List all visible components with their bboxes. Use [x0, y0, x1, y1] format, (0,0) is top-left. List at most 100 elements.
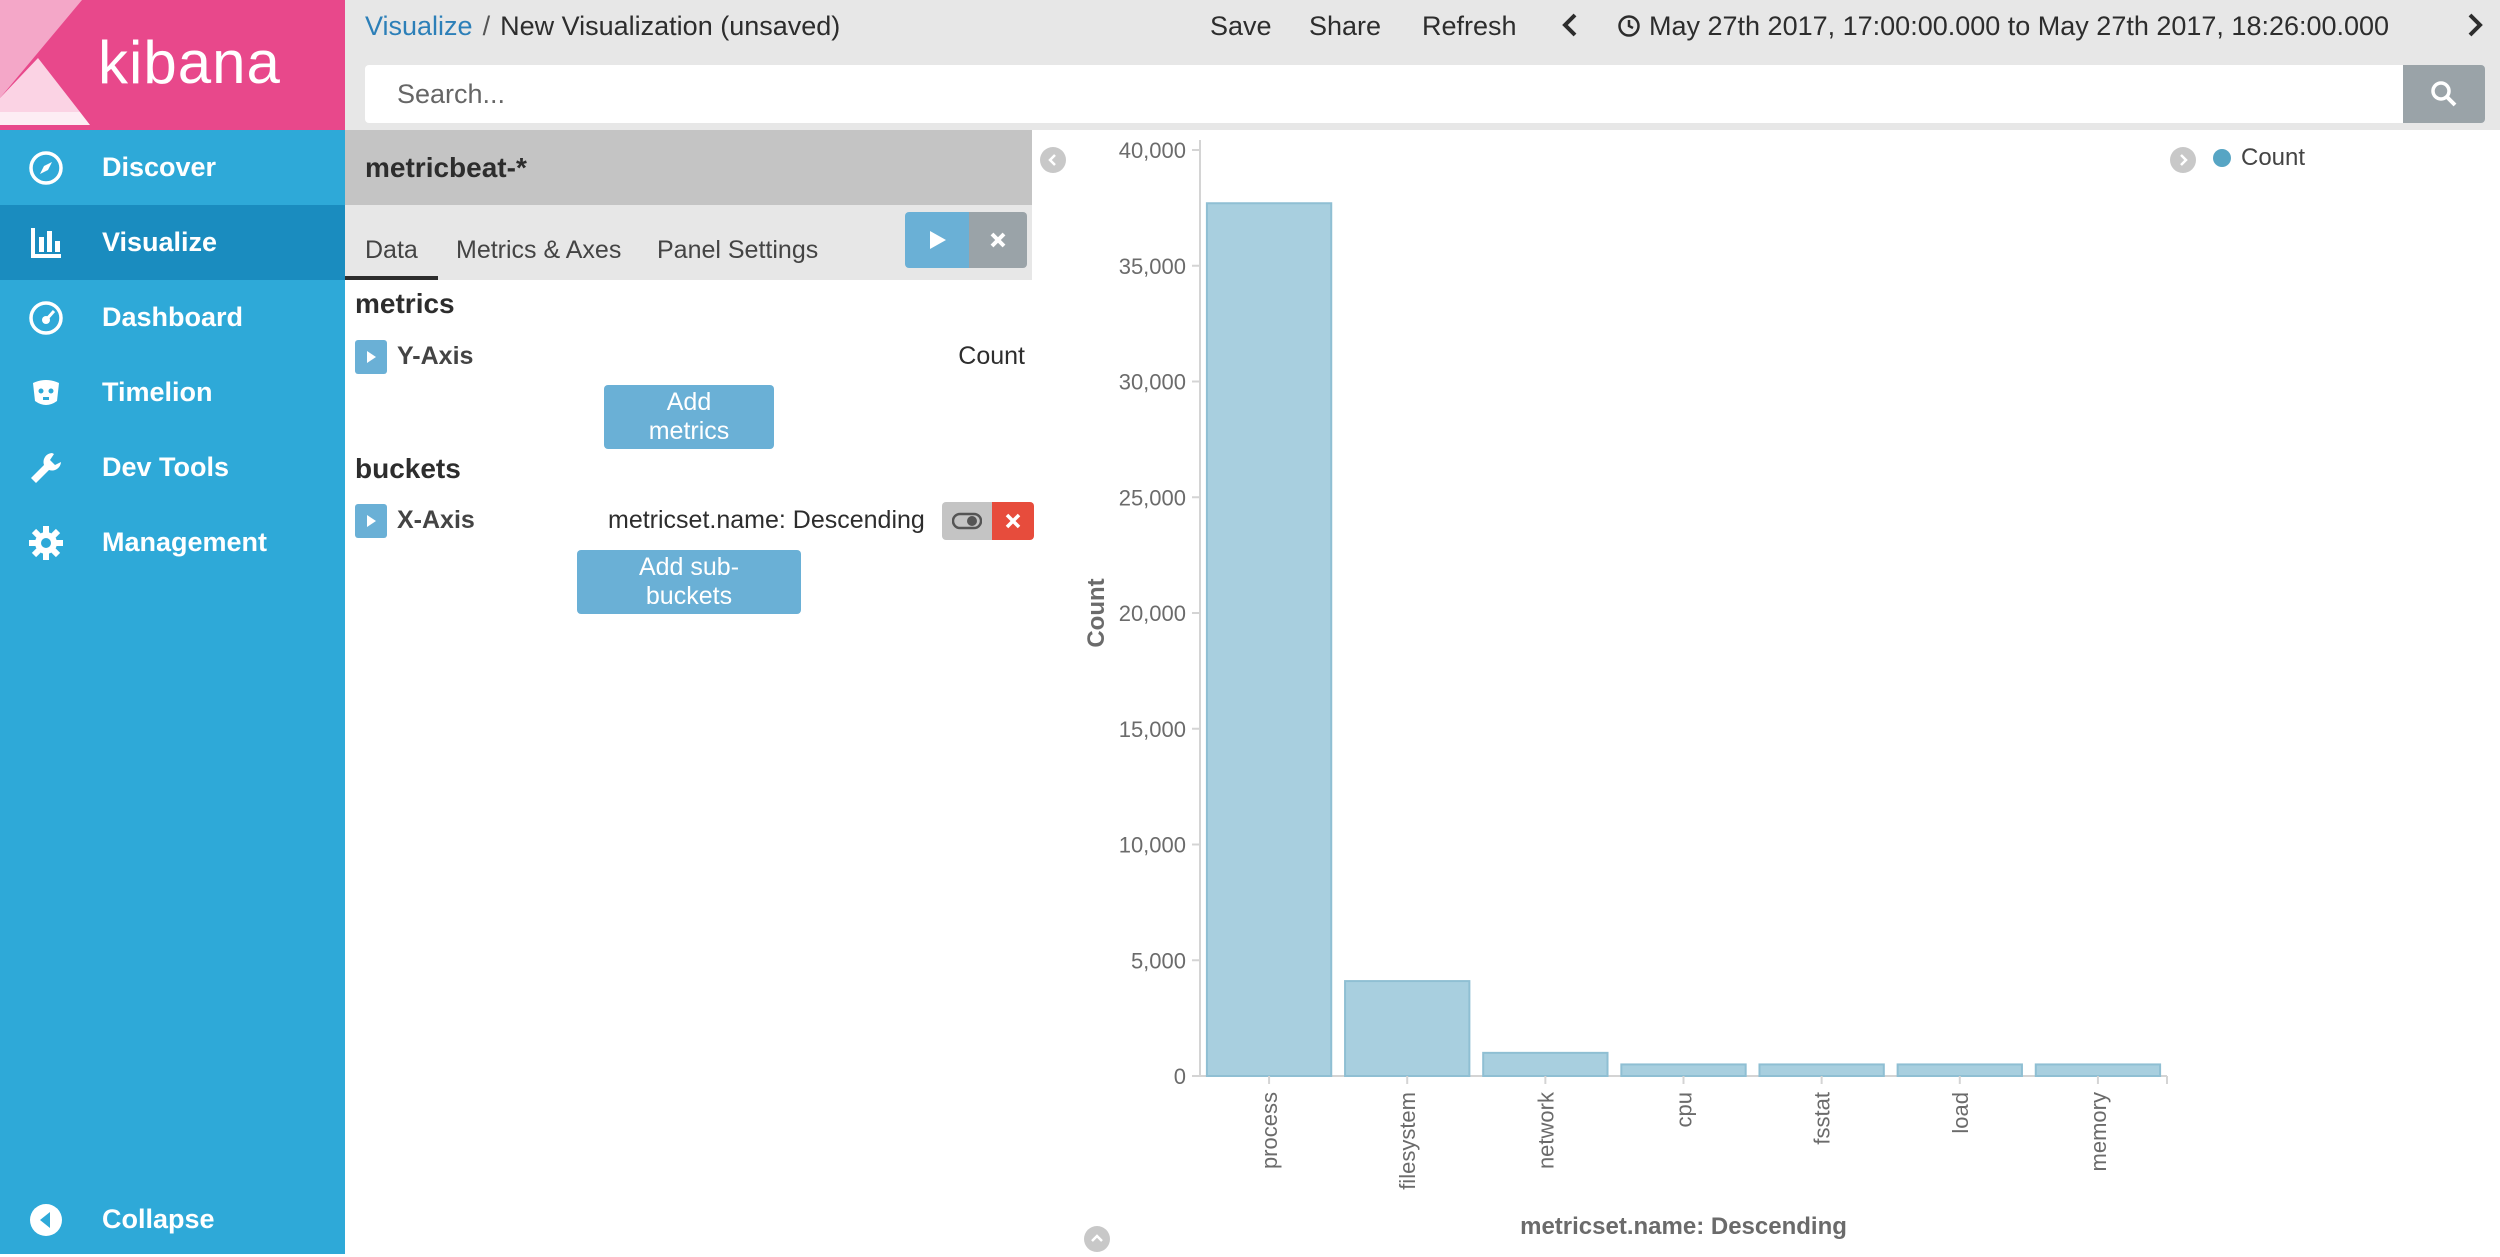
chevron-left-icon: [1562, 13, 1577, 37]
bucket-enable-toggle[interactable]: [942, 502, 992, 540]
wrench-icon: [26, 448, 66, 488]
sidebar-item-label: Visualize: [102, 227, 218, 257]
metrics-section-title: metrics: [355, 288, 455, 319]
chevron-left-icon: [1048, 154, 1056, 166]
time-forward-button[interactable]: [2465, 10, 2485, 49]
time-back-button[interactable]: [1560, 10, 1580, 49]
discard-changes-button[interactable]: [969, 212, 1027, 268]
time-picker[interactable]: May 27th 2017, 17:00:00.000 to May 27th …: [1617, 8, 2389, 44]
logo-text: kibana: [98, 29, 281, 96]
gear-icon: [26, 523, 66, 563]
breadcrumb-visualize-link[interactable]: Visualize: [365, 11, 473, 41]
sidebar-item-management[interactable]: Management: [0, 505, 345, 580]
sidebar-item-label: Timelion: [102, 377, 213, 407]
add-sub-buckets-button[interactable]: Add sub-buckets: [577, 550, 801, 614]
clock-icon: [1618, 15, 1640, 37]
metric-expand-toggle[interactable]: [355, 340, 387, 374]
y-tick-label: 20,000: [1119, 601, 1186, 626]
buckets-section-title: buckets: [355, 453, 461, 484]
bucket-name: X-Axis: [397, 506, 475, 534]
metric-y-axis-row: Y-Axis Count: [355, 338, 1025, 374]
sidebar-item-dashboard[interactable]: Dashboard: [0, 280, 345, 355]
bar-load[interactable]: [1896, 1063, 2023, 1077]
bar-filesystem[interactable]: [1344, 980, 1471, 1078]
bar-memory[interactable]: [2034, 1063, 2162, 1077]
breadcrumb: Visualize / New Visualization (unsaved): [365, 8, 840, 44]
breadcrumb-current: New Visualization (unsaved): [500, 11, 841, 41]
bar-fsstat[interactable]: [1758, 1063, 1885, 1077]
time-range-label: May 27th 2017, 17:00:00.000 to May 27th …: [1649, 11, 2390, 41]
bucket-remove-button[interactable]: [992, 502, 1034, 540]
y-tick-label: 25,000: [1119, 485, 1186, 510]
y-tick-label: 5,000: [1131, 948, 1186, 973]
x-axis-title: metricset.name: Descending: [1520, 1213, 1847, 1240]
y-tick-label: 35,000: [1119, 254, 1186, 279]
sidebar-item-label: Management: [102, 527, 268, 557]
x-tick-label: load: [1948, 1092, 1973, 1134]
tab-panel-settings[interactable]: Panel Settings: [657, 236, 819, 264]
metric-name: Y-Axis: [397, 342, 474, 370]
apply-changes-button[interactable]: [905, 212, 969, 268]
index-pattern-title: metricbeat-*: [345, 130, 1032, 205]
collapse-editor-button[interactable]: [1040, 147, 1066, 173]
timelion-icon: [26, 373, 66, 413]
bar-network[interactable]: [1482, 1051, 1609, 1077]
bar-chart: 0 5,000 10,000 15,000 20,000 25,000 30,000 35,0…: [1083, 138, 2168, 1240]
sidebar-nav: Discover Visualize Dashboard Timelion De…: [0, 130, 345, 580]
x-tick-label: filesystem: [1395, 1092, 1420, 1190]
x-tick-label: process: [1257, 1092, 1282, 1169]
share-button[interactable]: Share: [1309, 11, 1382, 41]
x-tick-label: cpu: [1672, 1092, 1697, 1127]
y-tick-label: 10,000: [1119, 833, 1186, 858]
legend-color-dot: [2213, 149, 2231, 167]
search-bar: [365, 65, 2485, 123]
collapse-button[interactable]: Collapse: [0, 1182, 345, 1257]
dashboard-icon: [26, 298, 66, 338]
tab-metrics-axes[interactable]: Metrics & Axes: [456, 236, 622, 264]
close-icon: [990, 232, 1006, 248]
y-axis-title: Count: [1083, 578, 1110, 647]
bar-process[interactable]: [1205, 202, 1333, 1078]
sidebar-item-discover[interactable]: Discover: [0, 130, 345, 205]
compass-icon: [26, 148, 66, 188]
caret-right-icon: [367, 351, 376, 363]
toggle-icon: [952, 512, 982, 530]
metric-description: Count: [958, 342, 1025, 370]
editor-panel: metricbeat-* Data Metrics & Axes Panel S…: [345, 130, 1034, 1254]
bucket-description: metricset.name: Descending: [608, 506, 925, 534]
chart-legend[interactable]: Count: [2175, 144, 2305, 172]
x-tick-label: network: [1533, 1091, 1558, 1169]
sidebar-item-dev-tools[interactable]: Dev Tools: [0, 430, 345, 505]
y-tick-label: 0: [1174, 1064, 1186, 1089]
close-icon: [1005, 513, 1021, 529]
bar-cpu[interactable]: [1620, 1063, 1747, 1077]
y-tick-label: 30,000: [1119, 370, 1186, 395]
tab-data[interactable]: Data: [345, 205, 438, 280]
save-button[interactable]: Save: [1210, 11, 1272, 41]
kibana-logo[interactable]: kibana: [0, 0, 345, 130]
sidebar-item-visualize[interactable]: Visualize: [0, 205, 345, 280]
bar-chart-icon: [26, 223, 66, 263]
x-tick-label: fsstat: [1810, 1092, 1835, 1145]
y-tick-label: 15,000: [1119, 717, 1186, 742]
bucket-expand-toggle[interactable]: [355, 504, 387, 538]
sidebar-item-timelion[interactable]: Timelion: [0, 355, 345, 430]
play-icon: [930, 231, 946, 249]
search-icon: [2431, 81, 2457, 107]
toggle-legend-button[interactable]: [2170, 147, 2196, 173]
refresh-button[interactable]: Refresh: [1422, 11, 1517, 41]
search-input[interactable]: [365, 65, 2403, 123]
sidebar-item-label: Dashboard: [102, 302, 244, 332]
chevron-right-icon: [2180, 154, 2188, 166]
y-tick-label: 40,000: [1119, 138, 1186, 163]
sidebar-item-label: Discover: [102, 152, 217, 182]
bucket-x-axis-row: X-Axis metricset.name: Descending: [355, 502, 1034, 540]
sidebar-item-label: Dev Tools: [102, 452, 230, 482]
add-metrics-button[interactable]: Add metrics: [604, 385, 774, 449]
x-tick-label: memory: [2086, 1092, 2111, 1171]
chevron-right-icon: [2468, 13, 2483, 37]
search-button[interactable]: [2403, 65, 2485, 123]
caret-right-icon: [367, 515, 376, 527]
collapse-spy-button[interactable]: [1084, 1226, 1110, 1252]
chevron-up-icon: [1091, 1234, 1103, 1242]
